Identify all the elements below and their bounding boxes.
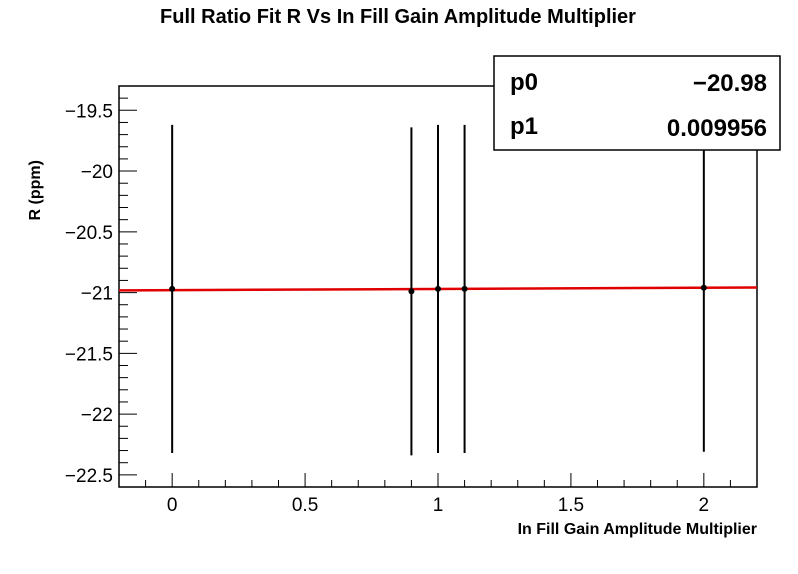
x-axis-ticks [118, 473, 758, 487]
point-marker [408, 288, 415, 295]
y-tick-label: −22 [81, 405, 113, 426]
y-axis-ticks [119, 85, 137, 488]
x-tick-label: 0 [167, 495, 178, 516]
stat-p0-label: p0 [510, 69, 538, 96]
data-point [169, 124, 176, 453]
stat-p0-value: −20.98 [693, 70, 767, 97]
data-point [700, 123, 707, 452]
y-tick-label: −22.5 [65, 466, 113, 487]
stat-p1-value: 0.009956 [667, 115, 767, 142]
x-tick-label: 2 [699, 495, 710, 516]
data-point [461, 124, 468, 453]
y-tick-label: −21.5 [65, 344, 113, 365]
point-marker [700, 284, 707, 291]
point-marker [461, 285, 468, 292]
chart-title: Full Ratio Fit R Vs In Fill Gain Amplitu… [160, 6, 636, 28]
point-marker [169, 285, 176, 292]
y-tick-label: −21 [81, 284, 113, 305]
stat-p1-label: p1 [510, 113, 538, 140]
y-axis-title: R (ppm) [27, 160, 44, 220]
stats-box: p0 −20.98 p1 0.009956 [493, 55, 781, 151]
stats-box-frame [493, 55, 781, 151]
data-point [408, 127, 415, 456]
data-point [435, 124, 441, 453]
y-tick-label: −20.5 [65, 223, 113, 244]
y-tick-label: −19.5 [65, 101, 113, 122]
data-points [169, 123, 707, 456]
y-axis-tick-labels: −19.5 −20 −20.5 −21 −21.5 −22 −22.5 [65, 101, 113, 487]
x-tick-label: 1 [433, 495, 444, 516]
x-axis-title: In Fill Gain Amplitude Multiplier [518, 521, 757, 538]
point-marker [435, 285, 441, 292]
x-axis-tick-labels: 0 0.5 1 1.5 2 [167, 495, 709, 516]
y-tick-label: −20 [81, 162, 113, 183]
x-tick-label: 1.5 [558, 495, 584, 516]
x-tick-label: 0.5 [292, 495, 318, 516]
